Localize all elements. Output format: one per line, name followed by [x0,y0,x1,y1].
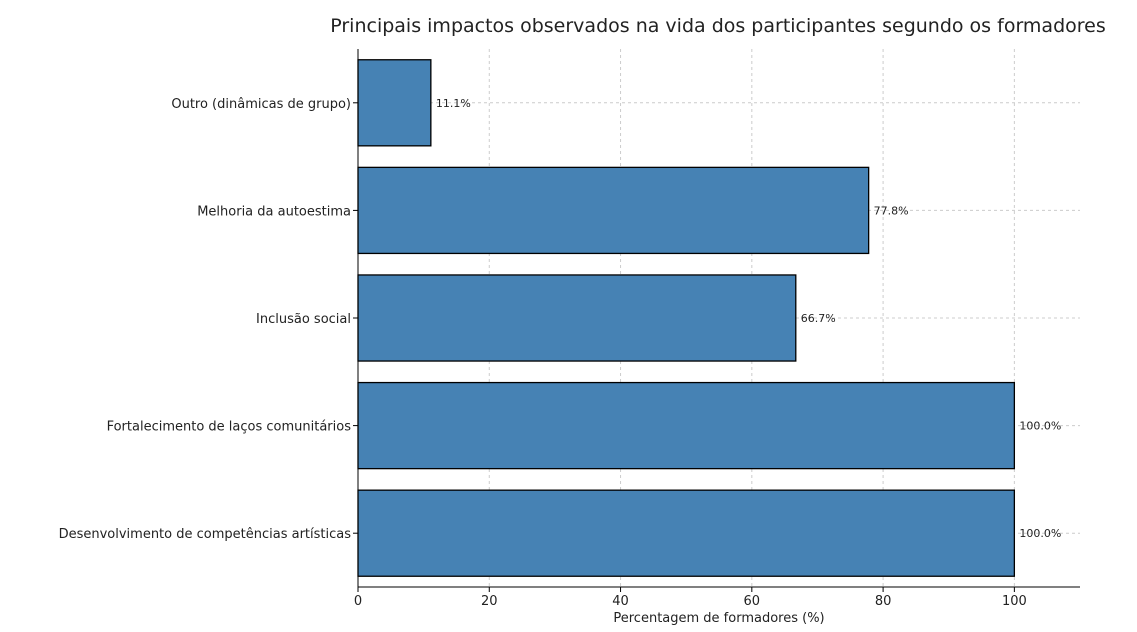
bar [357,489,1016,577]
bar-value-label: 77.8% [874,204,909,217]
bar-value-label: 66.7% [801,312,836,325]
x-tick-label: 80 [875,594,892,609]
bars-layer [357,59,1016,577]
x-axis-label: Percentagem de formadores (%) [613,611,824,626]
data-labels-layer: 100.0% 100.0% 66.7% 77.8% 11.1% [436,97,1061,540]
axes-layer: 0 20 40 60 80 100 [353,49,1080,609]
category-label: Desenvolvimento de competências artístic… [59,527,352,542]
category-label: Fortalecimento de laços comunitários [107,420,352,435]
bar [357,59,432,147]
chart-title: Principais impactos observados na vida d… [330,15,1105,37]
bar-value-label: 100.0% [1019,527,1061,540]
bar [357,166,870,255]
category-label: Inclusão social [256,312,351,327]
bar [357,381,1016,470]
x-tick-label: 20 [481,594,498,609]
bar-value-label: 11.1% [436,97,471,110]
category-labels-layer: Desenvolvimento de competências artístic… [59,97,352,542]
category-label: Melhoria da autoestima [197,204,351,219]
x-tick-label: 0 [354,594,362,609]
x-tick-label: 40 [612,594,629,609]
bar [357,274,797,362]
bar-value-label: 100.0% [1019,420,1061,433]
x-tick-label: 100 [1002,594,1027,609]
x-tick-label: 60 [744,594,761,609]
category-label: Outro (dinâmicas de grupo) [171,97,351,112]
